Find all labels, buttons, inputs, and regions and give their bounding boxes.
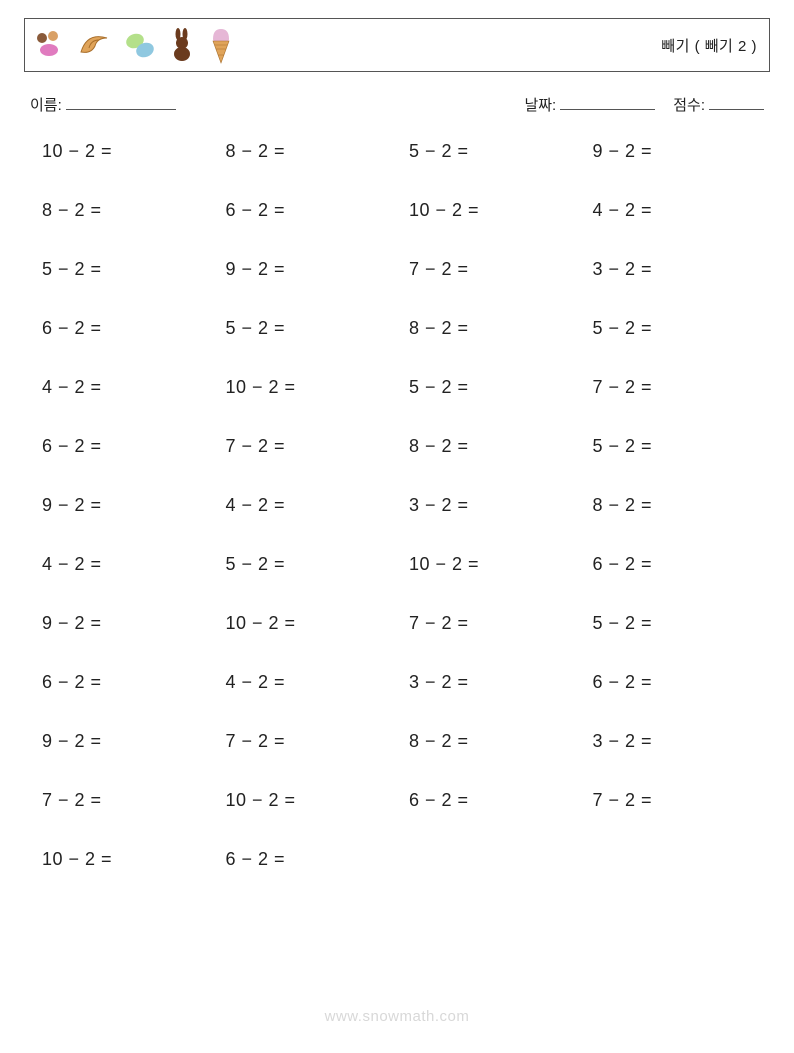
problem-cell: 7 − 2 = — [397, 613, 581, 634]
score-blank[interactable] — [709, 95, 764, 110]
name-field: 이름: — [30, 94, 176, 115]
score-label: 점수: — [673, 94, 705, 115]
problems-row: 9 − 2 =4 − 2 =3 − 2 =8 − 2 = — [30, 495, 764, 516]
problem-cell: 4 − 2 = — [214, 672, 398, 693]
problem-cell — [397, 849, 581, 870]
problems-row: 10 − 2 =8 − 2 =5 − 2 =9 − 2 = — [30, 141, 764, 162]
header-icons — [33, 25, 235, 65]
problem-cell: 7 − 2 = — [581, 377, 765, 398]
problem-cell: 8 − 2 = — [397, 731, 581, 752]
problems-row: 9 − 2 =7 − 2 =8 − 2 =3 − 2 = — [30, 731, 764, 752]
problem-cell: 7 − 2 = — [397, 259, 581, 280]
problem-cell: 5 − 2 = — [214, 318, 398, 339]
bunny-icon — [167, 27, 197, 63]
croissant-icon — [77, 28, 113, 62]
problem-cell: 3 − 2 = — [581, 731, 765, 752]
problem-cell: 5 − 2 = — [581, 318, 765, 339]
problems-row: 4 − 2 =10 − 2 =5 − 2 =7 − 2 = — [30, 377, 764, 398]
problem-cell: 3 − 2 = — [581, 259, 765, 280]
candy-icon — [33, 28, 67, 62]
problems-grid: 10 − 2 =8 − 2 =5 − 2 =9 − 2 =8 − 2 =6 − … — [24, 141, 770, 870]
date-blank[interactable] — [560, 95, 655, 110]
problem-cell — [581, 849, 765, 870]
problem-cell: 7 − 2 = — [214, 436, 398, 457]
date-score-group: 날짜: 점수: — [524, 94, 764, 115]
problem-cell: 10 − 2 = — [397, 554, 581, 575]
macaron-icon — [123, 28, 157, 62]
problem-cell: 8 − 2 = — [397, 436, 581, 457]
problems-row: 6 − 2 =5 − 2 =8 − 2 =5 − 2 = — [30, 318, 764, 339]
problem-cell: 5 − 2 = — [397, 377, 581, 398]
problem-cell: 10 − 2 = — [30, 141, 214, 162]
problem-cell: 6 − 2 = — [214, 200, 398, 221]
footer-watermark: www.snowmath.com — [0, 1008, 794, 1025]
problems-row: 6 − 2 =4 − 2 =3 − 2 =6 − 2 = — [30, 672, 764, 693]
problem-cell: 10 − 2 = — [30, 849, 214, 870]
problem-cell: 9 − 2 = — [214, 259, 398, 280]
name-label: 이름: — [30, 94, 62, 115]
problem-cell: 6 − 2 = — [30, 672, 214, 693]
problem-cell: 4 − 2 = — [30, 377, 214, 398]
problem-cell: 10 − 2 = — [397, 200, 581, 221]
problem-cell: 8 − 2 = — [581, 495, 765, 516]
problem-cell: 6 − 2 = — [581, 554, 765, 575]
problems-row: 4 − 2 =5 − 2 =10 − 2 =6 − 2 = — [30, 554, 764, 575]
problem-cell: 3 − 2 = — [397, 495, 581, 516]
problems-row: 10 − 2 =6 − 2 = — [30, 849, 764, 870]
problem-cell: 5 − 2 = — [397, 141, 581, 162]
problem-cell: 9 − 2 = — [581, 141, 765, 162]
problem-cell: 9 − 2 = — [30, 613, 214, 634]
problem-cell: 8 − 2 = — [214, 141, 398, 162]
problems-row: 8 − 2 =6 − 2 =10 − 2 =4 − 2 = — [30, 200, 764, 221]
problem-cell: 5 − 2 = — [30, 259, 214, 280]
problem-cell: 10 − 2 = — [214, 790, 398, 811]
problem-cell: 5 − 2 = — [581, 436, 765, 457]
problem-cell: 10 − 2 = — [214, 613, 398, 634]
info-fields-row: 이름: 날짜: 점수: — [30, 94, 764, 115]
name-blank[interactable] — [66, 95, 176, 110]
problem-cell: 5 − 2 = — [581, 613, 765, 634]
worksheet-title: 빼기 ( 빼기 2 ) — [661, 35, 757, 56]
problem-cell: 4 − 2 = — [30, 554, 214, 575]
problem-cell: 6 − 2 = — [30, 436, 214, 457]
problem-cell: 5 − 2 = — [214, 554, 398, 575]
problem-cell: 6 − 2 = — [581, 672, 765, 693]
problem-cell: 10 − 2 = — [214, 377, 398, 398]
problem-cell: 7 − 2 = — [581, 790, 765, 811]
date-label: 날짜: — [524, 94, 556, 115]
problem-cell: 6 − 2 = — [30, 318, 214, 339]
problem-cell: 4 − 2 = — [214, 495, 398, 516]
problem-cell: 3 − 2 = — [397, 672, 581, 693]
problems-row: 9 − 2 =10 − 2 =7 − 2 =5 − 2 = — [30, 613, 764, 634]
problems-row: 7 − 2 =10 − 2 =6 − 2 =7 − 2 = — [30, 790, 764, 811]
problem-cell: 6 − 2 = — [397, 790, 581, 811]
problem-cell: 8 − 2 = — [397, 318, 581, 339]
problem-cell: 9 − 2 = — [30, 495, 214, 516]
icecream-icon — [207, 25, 235, 65]
problem-cell: 8 − 2 = — [30, 200, 214, 221]
problems-row: 6 − 2 =7 − 2 =8 − 2 =5 − 2 = — [30, 436, 764, 457]
problem-cell: 6 − 2 = — [214, 849, 398, 870]
problem-cell: 9 − 2 = — [30, 731, 214, 752]
header-box: 빼기 ( 빼기 2 ) — [24, 18, 770, 72]
worksheet-page: 빼기 ( 빼기 2 ) 이름: 날짜: 점수: 10 − 2 =8 − 2 =5… — [0, 0, 794, 1053]
problems-row: 5 − 2 =9 − 2 =7 − 2 =3 − 2 = — [30, 259, 764, 280]
problem-cell: 4 − 2 = — [581, 200, 765, 221]
problem-cell: 7 − 2 = — [214, 731, 398, 752]
problem-cell: 7 − 2 = — [30, 790, 214, 811]
